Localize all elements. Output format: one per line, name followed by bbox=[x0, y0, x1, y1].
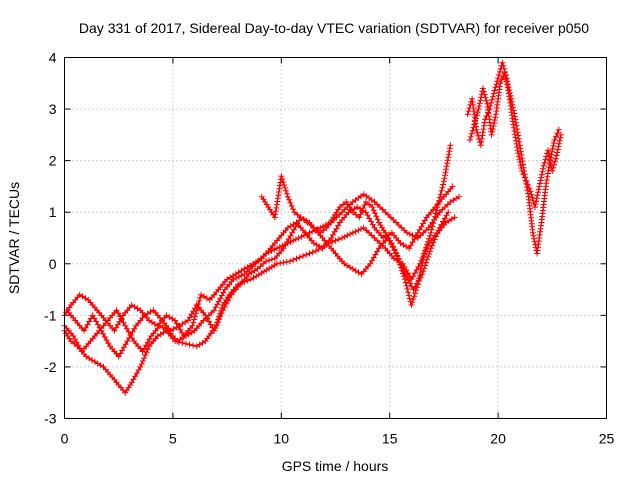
series-markers bbox=[466, 70, 564, 211]
x-tick-label: 5 bbox=[169, 431, 177, 447]
chart-title: Day 331 of 2017, Sidereal Day-to-day VTE… bbox=[79, 20, 589, 36]
y-axis-label: SDTVAR / TECUs bbox=[6, 182, 22, 294]
axis-ticks: 0 5 10 15 20 25 -3 -2 -1 0 1 2 3 4 bbox=[44, 50, 614, 447]
plot-frame bbox=[64, 57, 607, 419]
series-track-f bbox=[466, 70, 564, 211]
y-tick-label: 3 bbox=[49, 101, 57, 117]
y-tick-label: -3 bbox=[44, 411, 57, 427]
x-tick-label: 15 bbox=[382, 431, 398, 447]
x-tick-label: 20 bbox=[490, 431, 506, 447]
y-tick-label: 4 bbox=[49, 50, 57, 66]
y-tick-label: 2 bbox=[49, 153, 57, 169]
series-track-d bbox=[63, 209, 452, 360]
x-tick-label: 0 bbox=[61, 431, 69, 447]
x-tick-label: 25 bbox=[599, 431, 615, 447]
y-tick-label: -2 bbox=[44, 359, 57, 375]
y-tick-label: -1 bbox=[44, 307, 57, 323]
y-tick-label: 1 bbox=[49, 204, 57, 220]
series-markers bbox=[63, 209, 452, 360]
x-tick-label: 10 bbox=[274, 431, 290, 447]
series-line bbox=[63, 216, 456, 394]
series-track-e bbox=[464, 59, 562, 257]
data-series bbox=[61, 59, 564, 396]
series-markers bbox=[258, 142, 454, 308]
y-tick-label: 0 bbox=[49, 256, 57, 272]
series-markers bbox=[464, 59, 562, 257]
x-axis-label: GPS time / hours bbox=[282, 458, 389, 474]
series-track-g bbox=[258, 142, 454, 308]
